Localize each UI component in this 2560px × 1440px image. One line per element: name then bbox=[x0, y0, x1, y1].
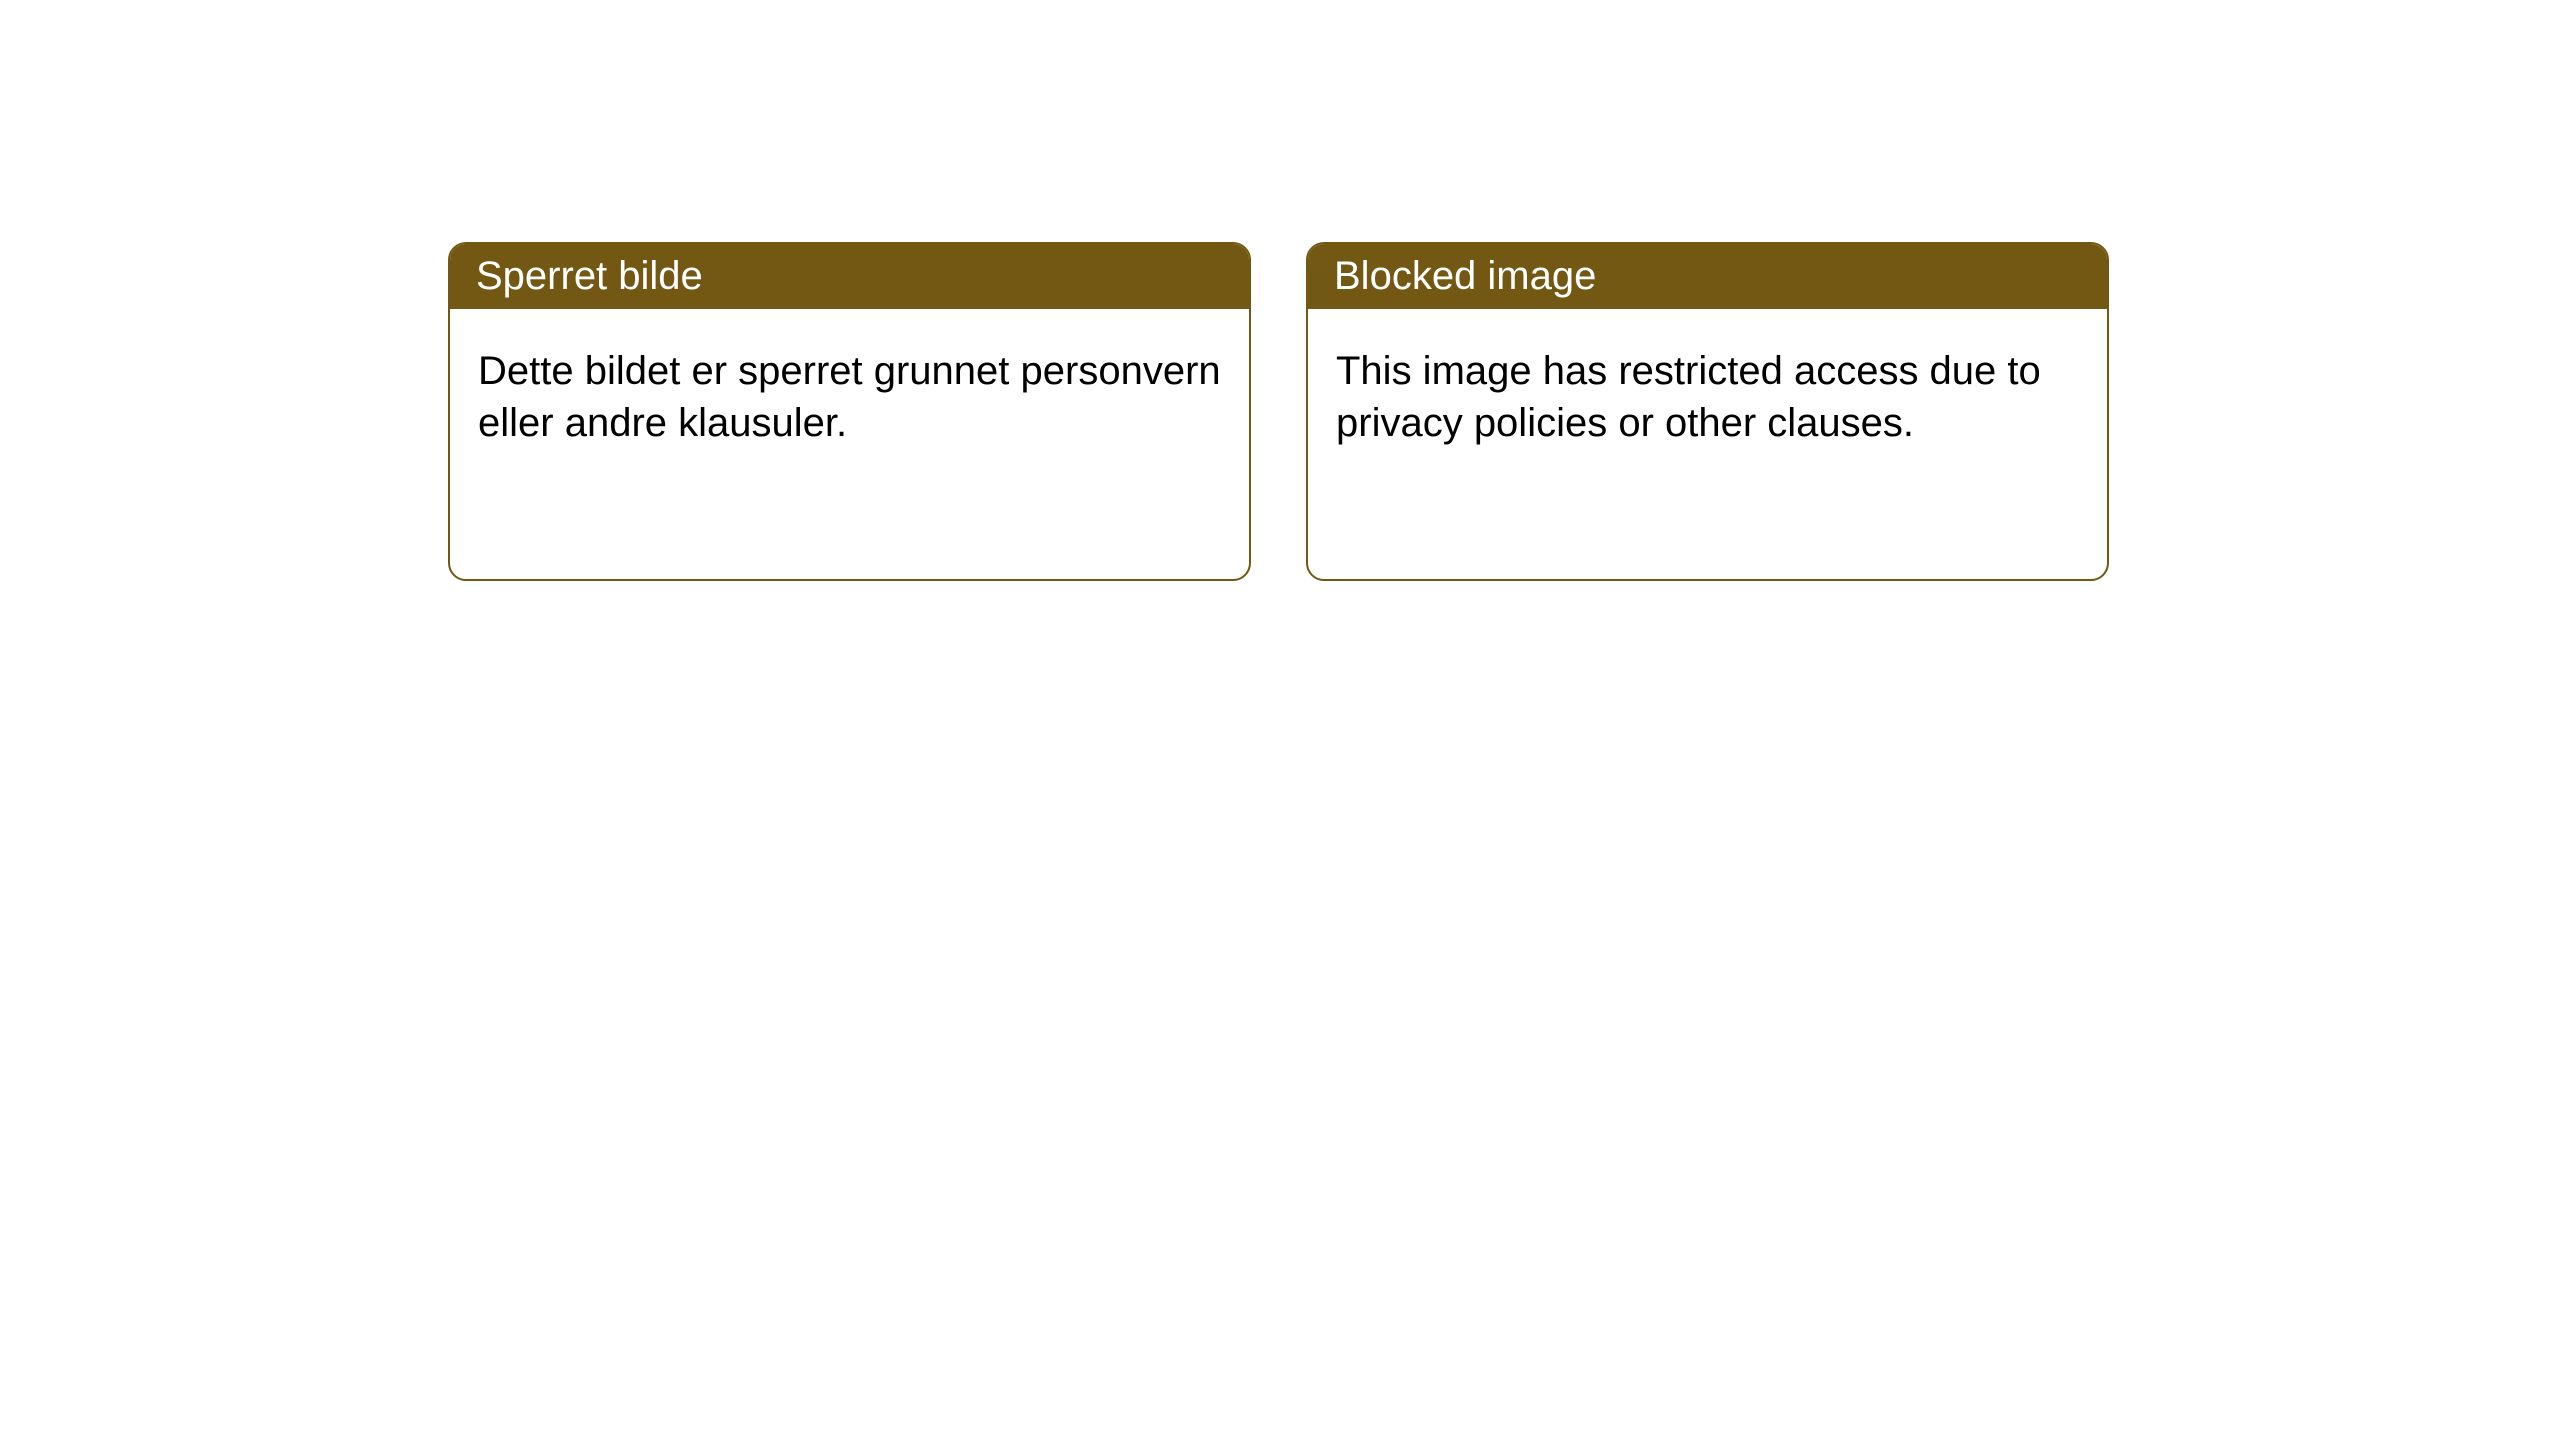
notice-card-english: Blocked image This image has restricted … bbox=[1306, 242, 2109, 581]
card-body-text: Dette bildet er sperret grunnet personve… bbox=[478, 349, 1221, 445]
card-header: Blocked image bbox=[1308, 244, 2107, 309]
card-title: Blocked image bbox=[1334, 254, 1596, 298]
notice-cards-container: Sperret bilde Dette bildet er sperret gr… bbox=[0, 0, 2560, 581]
card-title: Sperret bilde bbox=[476, 254, 703, 298]
card-header: Sperret bilde bbox=[450, 244, 1249, 309]
card-body: Dette bildet er sperret grunnet personve… bbox=[450, 309, 1249, 485]
card-body-text: This image has restricted access due to … bbox=[1336, 349, 2041, 445]
card-body: This image has restricted access due to … bbox=[1308, 309, 2107, 485]
notice-card-norwegian: Sperret bilde Dette bildet er sperret gr… bbox=[448, 242, 1251, 581]
